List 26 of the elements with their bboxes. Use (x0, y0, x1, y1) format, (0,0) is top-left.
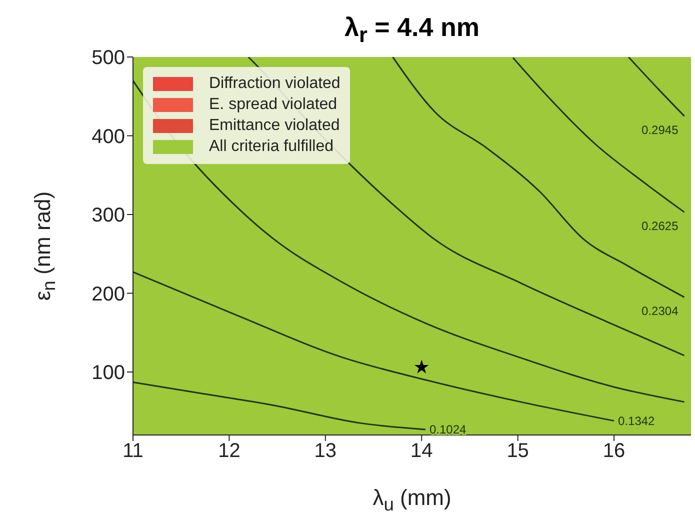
legend-label: E. spread violated (209, 96, 338, 114)
legend-label: Emittance violated (209, 117, 340, 135)
x-tick-label: 11 (122, 440, 144, 462)
series-label: 0.2304 (642, 304, 679, 318)
series-label: 0.2625 (642, 219, 679, 234)
x-tick-label: 13 (314, 440, 337, 462)
x-tick-label: 14 (410, 440, 433, 462)
y-tick-label: 300 (92, 204, 125, 227)
x-tick-label: 16 (602, 440, 626, 462)
legend-label: Diffraction violated (209, 75, 340, 93)
series-label: 0.2945 (642, 123, 679, 138)
series-label: 0.1342 (618, 414, 656, 428)
y-tick-label: 200 (92, 283, 125, 306)
series-label: 0.1024 (429, 422, 466, 436)
x-tick-label: 15 (506, 440, 529, 462)
line-series (512, 57, 686, 213)
y-tick-label: 100 (92, 362, 125, 384)
line-series (133, 271, 615, 422)
y-tick-label: 500 (92, 47, 125, 70)
x-axis-title: λ$_{u}$ (mm) (372, 485, 452, 516)
line-series (392, 57, 686, 298)
chart-title: λ$_{r}$ = 4.4 nm (344, 12, 480, 48)
band-label: All criteria fulfilled (209, 138, 334, 156)
y-tick-label: 400 (92, 126, 125, 148)
x-tick-label: 12 (218, 440, 240, 462)
line-series (133, 381, 426, 430)
